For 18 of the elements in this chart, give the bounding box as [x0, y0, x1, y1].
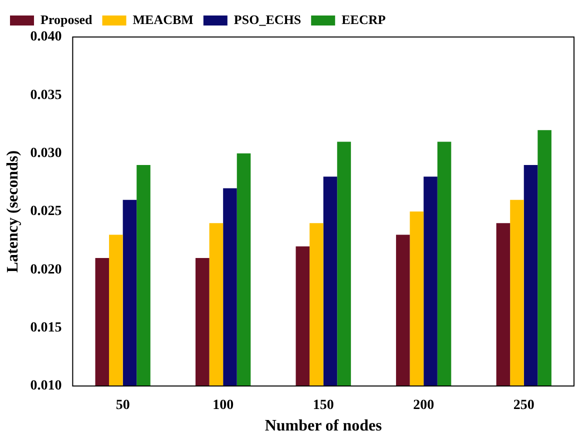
y-axis-title: Latency (seconds)	[4, 150, 22, 273]
x-tick-label: 150	[312, 398, 334, 414]
y-tick-label: 0.040	[30, 30, 62, 45]
legend-label: PSO_ECHS	[234, 12, 302, 27]
x-tick-label: 250	[513, 398, 534, 414]
legend-label: Proposed	[40, 12, 94, 27]
y-tick-label: 0.025	[30, 204, 62, 220]
x-tick-label: 100	[212, 398, 234, 414]
y-tick-label: 0.015	[30, 320, 62, 336]
x-axis-title: Number of nodes	[264, 418, 382, 435]
x-tick-label: 50	[116, 398, 130, 414]
y-tick-label: 0.035	[30, 88, 62, 103]
legend-label: EECRP	[342, 12, 386, 27]
y-tick-label: 0.020	[30, 262, 62, 278]
y-tick-label: 0.010	[30, 378, 62, 394]
legend-label: MEACBM	[132, 12, 194, 27]
x-tick-label: 200	[413, 398, 434, 414]
y-tick-label: 0.030	[30, 146, 62, 161]
